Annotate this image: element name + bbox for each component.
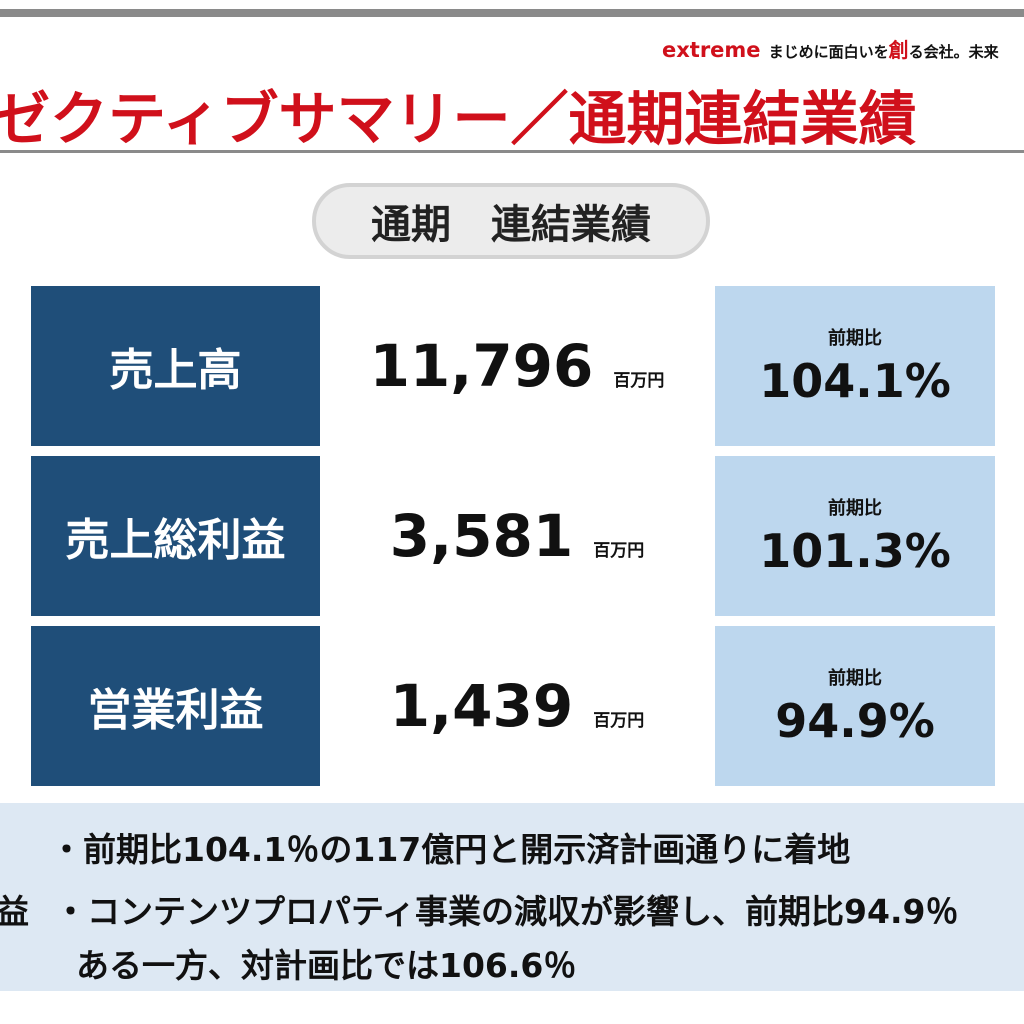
metric-number: 3,581 (389, 502, 574, 570)
metric-unit: 百万円 (593, 711, 645, 731)
metric-unit: 百万円 (593, 541, 645, 561)
brand-header: extreme まじめに面白いを創る会社。未来 (662, 34, 1024, 63)
note-operating-profit: ・コンテンツプロパティ事業の減収が影響し、前期比94.9％ (54, 892, 959, 931)
notes-panel: ・前期比104.1％の117億円と開示済計画通りに着地 益 ・コンテンツプロパテ… (0, 803, 1024, 991)
page-title: ゼクティブサマリー／通期連結業績 (0, 85, 917, 153)
brand-tagline-end: る会社。未来 (908, 43, 999, 61)
ratio-label: 前期比 (828, 328, 882, 349)
section-title: 通期 連結業績 (312, 183, 710, 259)
metric-value-sales: 11,796 百万円 (322, 286, 712, 446)
metric-value-gross-profit: 3,581 百万円 (322, 456, 712, 616)
note-sales: ・前期比104.1％の117億円と開示済計画通りに着地 (50, 830, 851, 869)
top-rule (0, 9, 1024, 17)
ratio-label: 前期比 (828, 668, 882, 689)
metric-value-operating-profit: 1,439 百万円 (322, 626, 712, 786)
ratio-value: 101.3% (759, 524, 951, 578)
ratio-label: 前期比 (828, 498, 882, 519)
brand-tagline-highlight: 創 (888, 38, 909, 62)
metric-label-sales: 売上高 (31, 286, 320, 446)
metric-label-gross-profit: 売上総利益 (31, 456, 320, 616)
metric-ratio-operating-profit: 前期比 94.9% (715, 626, 995, 786)
note-row-label: 益 (0, 892, 29, 931)
metric-number: 11,796 (369, 332, 594, 400)
brand-name: extreme (662, 38, 761, 62)
metric-ratio-gross-profit: 前期比 101.3% (715, 456, 995, 616)
ratio-value: 94.9% (775, 694, 935, 748)
title-rule (0, 150, 1024, 153)
brand-tagline-start: まじめに面白いを (768, 43, 889, 61)
ratio-value: 104.1% (759, 354, 951, 408)
metric-ratio-sales: 前期比 104.1% (715, 286, 995, 446)
metric-number: 1,439 (389, 672, 574, 740)
metric-label-operating-profit: 営業利益 (31, 626, 320, 786)
metric-unit: 百万円 (613, 371, 665, 391)
note-operating-profit-cont: ある一方、対計画比では106.6％ (76, 946, 577, 985)
